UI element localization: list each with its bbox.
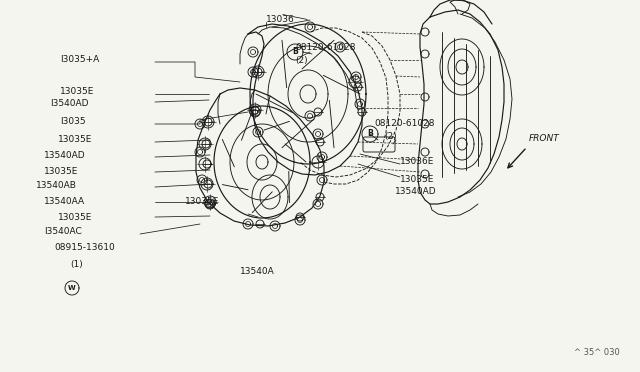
Text: I3035+A: I3035+A xyxy=(60,55,99,64)
Text: I3035: I3035 xyxy=(60,118,86,126)
Text: 08120-61028: 08120-61028 xyxy=(295,42,355,51)
Text: 08120-61028: 08120-61028 xyxy=(374,119,435,128)
Text: W: W xyxy=(68,285,76,291)
Text: I3540AD: I3540AD xyxy=(50,99,88,109)
Text: 13035E: 13035E xyxy=(44,167,78,176)
Text: (1): (1) xyxy=(70,260,83,269)
Text: 13036: 13036 xyxy=(266,16,295,25)
Text: 13540AD: 13540AD xyxy=(395,187,436,196)
Text: B: B xyxy=(292,48,298,57)
Text: 13035E: 13035E xyxy=(60,87,94,96)
Text: 13540A: 13540A xyxy=(240,267,275,276)
Text: 13540AD: 13540AD xyxy=(44,151,86,160)
Text: 13540AB: 13540AB xyxy=(36,182,77,190)
Text: 13035E: 13035E xyxy=(58,135,92,144)
Text: (2): (2) xyxy=(295,55,308,64)
Text: ^ 35^ 030: ^ 35^ 030 xyxy=(574,348,620,357)
Text: 13035E: 13035E xyxy=(185,198,220,206)
Text: B: B xyxy=(367,129,373,138)
Text: FRONT: FRONT xyxy=(529,134,560,143)
Text: 13035E: 13035E xyxy=(400,174,435,183)
Text: 13036E: 13036E xyxy=(400,157,435,167)
Text: 08915-13610: 08915-13610 xyxy=(54,244,115,253)
Text: 13540AA: 13540AA xyxy=(44,198,85,206)
Text: 13035E: 13035E xyxy=(58,214,92,222)
Text: (2): (2) xyxy=(384,132,397,141)
Text: I3540AC: I3540AC xyxy=(44,228,82,237)
